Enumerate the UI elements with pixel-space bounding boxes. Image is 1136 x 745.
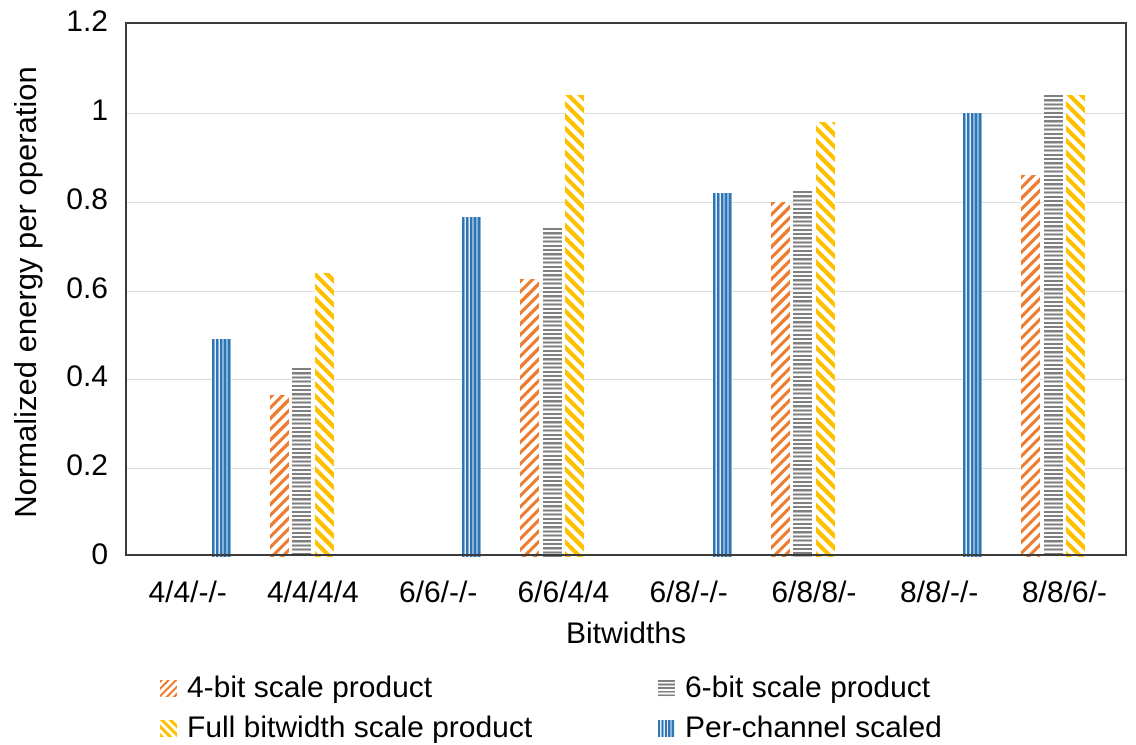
- y-tick-label-0.2: 0.2: [66, 449, 108, 483]
- legend-label: 6-bit scale product: [685, 671, 931, 704]
- gridline-0.8: [127, 201, 1125, 203]
- y-tick-label-0.6: 0.6: [66, 271, 108, 305]
- legend-marker-horizontal-icon: [658, 679, 675, 697]
- legend-marker-diagonal-up-icon: [160, 679, 177, 697]
- legend-item-4: Per-channel scaled: [658, 711, 942, 745]
- plot-area: [125, 22, 1127, 557]
- x-axis-line: [125, 554, 1127, 556]
- legend-item-2: 6-bit scale product: [658, 671, 930, 705]
- bar-series4-8/8/-/-: [963, 112, 983, 557]
- bar-series3-6/6/4/4: [565, 95, 585, 557]
- bar-series3-6/8/8/-: [815, 121, 835, 557]
- bar-series4-4/4/-/-: [211, 339, 231, 557]
- bar-series3-4/4/4/4: [314, 272, 334, 557]
- bar-series1-4/4/4/4: [269, 394, 289, 557]
- gridline-0.2: [127, 468, 1125, 470]
- y-tick-label-0: 0: [91, 538, 108, 571]
- x-tick-label-6/8/-/-: 6/8/-/-: [649, 576, 728, 609]
- bar-series4-6/8/-/-: [712, 192, 732, 557]
- legend-item-3: Full bitwidth scale product: [160, 711, 532, 745]
- y-tick-label-0.4: 0.4: [66, 360, 108, 394]
- x-tick-label-8/8/-/-: 8/8/-/-: [899, 576, 979, 609]
- y-tick-label-0.8: 0.8: [66, 182, 108, 216]
- x-tick-label-4/4/-/-: 4/4/-/-: [148, 576, 227, 609]
- bar-series2-6/6/4/4: [542, 228, 562, 557]
- x-tick-label-6/6/-/-: 6/6/-/-: [398, 576, 478, 609]
- y-tick-label-1: 1: [91, 93, 108, 127]
- x-tick-label-4/4/4/4: 4/4/4/4: [267, 576, 359, 609]
- x-axis-title: Bitwidths: [565, 617, 687, 650]
- y-tick-label-1.2: 1.2: [66, 5, 108, 38]
- gridline-1: [127, 112, 1125, 114]
- legend-label: Per-channel scaled: [685, 711, 942, 744]
- x-tick-label-6/8/8/-: 6/8/8/-: [771, 576, 857, 609]
- bar-series1-8/8/6/-: [1021, 175, 1041, 557]
- gridline-0.4: [127, 379, 1125, 381]
- x-tick-label-8/8/6/-: 8/8/6/-: [1021, 576, 1107, 609]
- bar-series1-6/8/8/-: [770, 201, 790, 557]
- x-tick-label-6/6/4/4: 6/6/4/4: [517, 576, 610, 609]
- gridline-0.6: [127, 290, 1125, 292]
- legend-label: Full bitwidth scale product: [187, 711, 533, 744]
- legend-label: 4-bit scale product: [187, 671, 433, 704]
- bar-series2-4/4/4/4: [292, 368, 312, 557]
- bar-series1-6/6/4/4: [520, 279, 540, 557]
- legend-marker-vertical-icon: [658, 719, 675, 737]
- bar-series4-6/6/-/-: [462, 217, 482, 557]
- legend-item-1: 4-bit scale product: [160, 671, 432, 705]
- legend-marker-diagonal-down-icon: [160, 719, 177, 737]
- bar-series3-8/8/6/-: [1066, 95, 1086, 557]
- bar-series2-8/8/6/-: [1043, 95, 1063, 557]
- bar-series2-6/8/8/-: [793, 190, 813, 557]
